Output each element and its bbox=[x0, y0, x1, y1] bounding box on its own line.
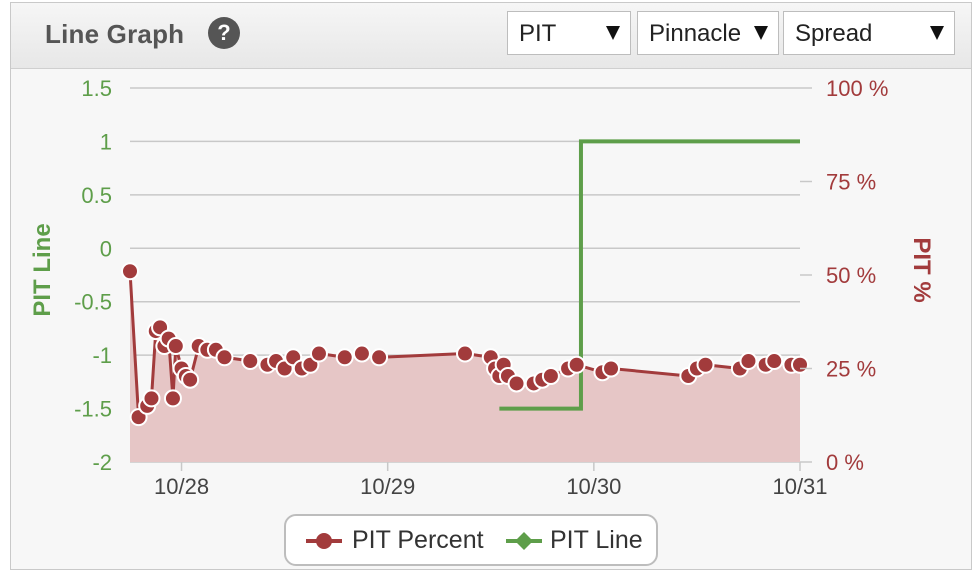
pit-percent-point bbox=[541, 366, 560, 385]
axis-ticks: 1.5 1 0.5 0 -0.5 -1 -1.5 -2 100 % 75 % 50 % 25 % 0 %… bbox=[74, 76, 888, 499]
pit-percent-point bbox=[456, 344, 474, 363]
x-tick-label: 10/29 bbox=[360, 474, 415, 499]
pit-percent-point bbox=[215, 348, 234, 367]
chart-title: Line Graph bbox=[45, 19, 185, 49]
left-tick-label: 0.5 bbox=[81, 183, 112, 208]
pit-percent-point bbox=[241, 352, 260, 371]
percent-area bbox=[130, 271, 800, 462]
pit-percent-point bbox=[163, 389, 182, 408]
left-tick-label: 1 bbox=[100, 129, 112, 154]
left-tick-label: 0 bbox=[100, 236, 112, 261]
pit-percent-point bbox=[602, 359, 621, 378]
right-tick-label: 100 % bbox=[826, 76, 888, 101]
pit-percent-point bbox=[121, 262, 139, 281]
pit-percent-point bbox=[567, 355, 586, 374]
team-dropdown-value: PIT bbox=[519, 20, 557, 47]
right-tick-label: 0 % bbox=[826, 450, 864, 475]
left-tick-label: -1.5 bbox=[74, 397, 112, 422]
pit-line-legend-marker bbox=[506, 532, 542, 550]
help-icon[interactable]: ? bbox=[208, 17, 240, 49]
legend-pit-line[interactable]: PIT Line bbox=[550, 526, 643, 554]
pit-percent-point bbox=[142, 389, 161, 408]
sportsbook-dropdown[interactable]: Pinnacle bbox=[637, 11, 779, 55]
bet-type-dropdown[interactable]: Spread bbox=[783, 11, 955, 55]
percent-area-fill bbox=[130, 271, 800, 462]
pit-percent-point bbox=[507, 374, 526, 393]
pit-percent-point bbox=[370, 348, 389, 367]
pit-percent-point bbox=[739, 352, 758, 371]
pit-percent-point bbox=[696, 355, 715, 374]
pit-percent-series bbox=[121, 262, 809, 427]
bet-type-dropdown-value: Spread bbox=[795, 20, 873, 47]
pit-percent-point bbox=[181, 370, 200, 389]
chart-header: Line Graph ? PIT Pinnacle Spread bbox=[11, 3, 971, 69]
x-tick-label: 10/28 bbox=[154, 474, 209, 499]
left-axis-label: PIT Line bbox=[29, 223, 56, 316]
sportsbook-dropdown-value: Pinnacle bbox=[649, 20, 742, 47]
left-tick-label: -1 bbox=[92, 343, 112, 368]
chart-card: Line Graph ? PIT Pinnacle Spread bbox=[10, 2, 972, 570]
team-dropdown[interactable]: PIT bbox=[507, 11, 631, 55]
pit-percent-legend-marker bbox=[306, 533, 342, 549]
chevron-down-icon bbox=[606, 26, 620, 40]
legend-pit-percent[interactable]: PIT Percent bbox=[352, 526, 484, 554]
pit-line bbox=[499, 139, 800, 411]
chart-legend: PIT Percent PIT Line bbox=[284, 514, 658, 566]
pit-percent-point bbox=[309, 344, 328, 363]
left-tick-label: -0.5 bbox=[74, 290, 112, 315]
left-tick-label: -2 bbox=[92, 450, 112, 475]
chevron-down-icon bbox=[754, 26, 768, 40]
pit-line-series bbox=[499, 139, 800, 411]
right-tick-label: 75 % bbox=[826, 170, 876, 195]
pit-percent-point bbox=[352, 344, 371, 363]
right-tick-label: 25 % bbox=[826, 357, 876, 382]
x-tick-label: 10/31 bbox=[772, 474, 827, 499]
pit-percent-point bbox=[765, 352, 784, 371]
x-tick-label: 10/30 bbox=[566, 474, 621, 499]
pit-percent-point bbox=[166, 337, 185, 356]
left-tick-label: 1.5 bbox=[81, 76, 112, 101]
chevron-down-icon bbox=[930, 26, 944, 40]
right-axis-label: PIT % bbox=[908, 237, 935, 302]
pit-percent-point bbox=[335, 348, 354, 367]
right-tick-label: 50 % bbox=[826, 263, 876, 288]
pit-percent-point bbox=[791, 355, 809, 374]
